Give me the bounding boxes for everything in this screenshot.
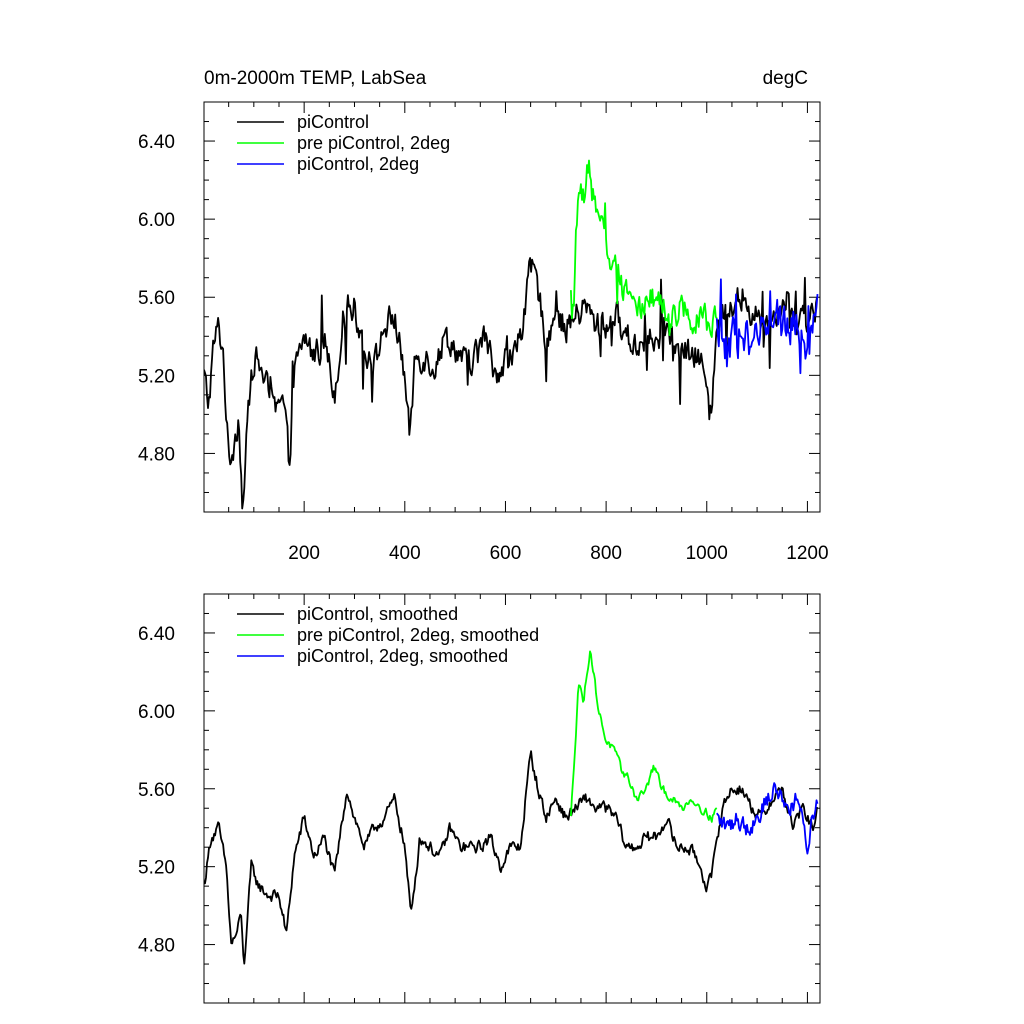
- series-line: [204, 750, 818, 965]
- top-panel: 200 400 600 800 1000 1200 4.80 5.20 5.60 6.00 6.40…: [138, 101, 829, 564]
- y-tick-label: 4.80: [138, 936, 175, 957]
- series-line: [715, 278, 819, 375]
- series-line: [204, 257, 818, 510]
- series-line: [570, 159, 718, 338]
- y-tick-label: 6.00: [138, 210, 175, 231]
- series-line: [716, 782, 819, 855]
- legend-label: piControl, smoothed: [297, 604, 458, 624]
- y-tick-label: 5.60: [138, 288, 175, 309]
- x-tick-label: 1200: [786, 543, 828, 564]
- legend-label: pre piControl, 2deg: [297, 133, 450, 153]
- legend-label: piControl: [297, 112, 369, 132]
- plot-frame: [203, 593, 821, 1004]
- y-tick-label: 5.20: [138, 366, 175, 387]
- y-tick-label: 6.40: [138, 624, 175, 645]
- y-tick-label: 6.40: [138, 132, 175, 153]
- legend-label: piControl, 2deg: [297, 154, 419, 174]
- series-line: [570, 650, 718, 823]
- x-tick-label: 200: [288, 543, 320, 564]
- figure-units: degC: [763, 68, 808, 89]
- y-tick-label: 6.00: [138, 702, 175, 723]
- x-tick-label: 800: [590, 543, 622, 564]
- x-tick-label: 1000: [686, 543, 728, 564]
- figure-title: 0m-2000m TEMP, LabSea: [204, 68, 427, 89]
- legend-label: piControl, 2deg, smoothed: [297, 646, 508, 666]
- x-tick-label: 400: [389, 543, 421, 564]
- y-tick-label: 5.20: [138, 858, 175, 879]
- plot-frame: [203, 101, 821, 513]
- x-tick-label: 600: [490, 543, 522, 564]
- y-tick-label: 5.60: [138, 780, 175, 801]
- legend-label: pre piControl, 2deg, smoothed: [297, 625, 539, 645]
- y-tick-label: 4.80: [138, 444, 175, 465]
